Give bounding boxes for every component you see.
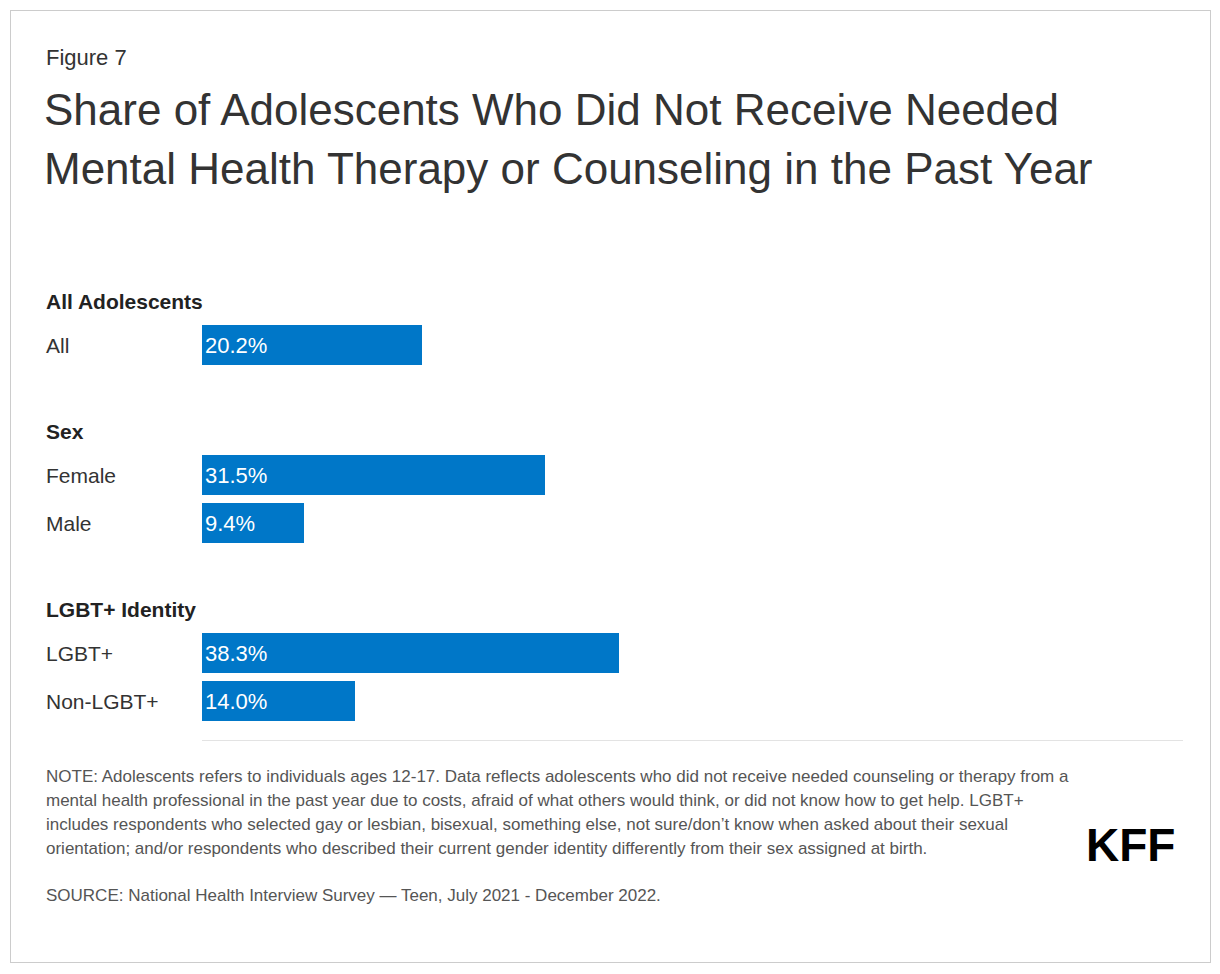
svg-text:20.2%: 20.2% <box>205 333 267 358</box>
svg-text:includes respondents who selec: includes respondents who selected gay or… <box>46 815 1008 834</box>
svg-text:SOURCE: National Health Interv: SOURCE: National Health Interview Survey… <box>46 886 661 905</box>
svg-text:NOTE: Adolescents refers to in: NOTE: Adolescents refers to individuals … <box>46 767 1069 786</box>
svg-text:Non-LGBT+: Non-LGBT+ <box>46 690 159 713</box>
svg-text:LGBT+ Identity: LGBT+ Identity <box>46 598 196 621</box>
svg-text:Female: Female <box>46 464 116 487</box>
svg-text:LGBT+: LGBT+ <box>46 642 113 665</box>
svg-text:Mental Health Therapy or Couns: Mental Health Therapy or Counseling in t… <box>44 144 1093 193</box>
svg-text:9.4%: 9.4% <box>205 511 255 536</box>
svg-text:All Adolescents: All Adolescents <box>46 290 203 313</box>
svg-text:Male: Male <box>46 512 92 535</box>
svg-text:KFF: KFF <box>1086 819 1175 871</box>
svg-text:Sex: Sex <box>46 420 84 443</box>
svg-text:Figure 7: Figure 7 <box>46 45 127 70</box>
svg-text:38.3%: 38.3% <box>205 641 267 666</box>
svg-text:mental health professional in: mental health professional in the past y… <box>46 791 1024 810</box>
svg-text:Share of Adolescents Who Did N: Share of Adolescents Who Did Not Receive… <box>44 85 1059 134</box>
svg-text:14.0%: 14.0% <box>205 689 267 714</box>
svg-text:orientation; and/or respondent: orientation; and/or respondents who desc… <box>46 839 927 858</box>
svg-text:31.5%: 31.5% <box>205 463 267 488</box>
svg-text:All: All <box>46 334 69 357</box>
